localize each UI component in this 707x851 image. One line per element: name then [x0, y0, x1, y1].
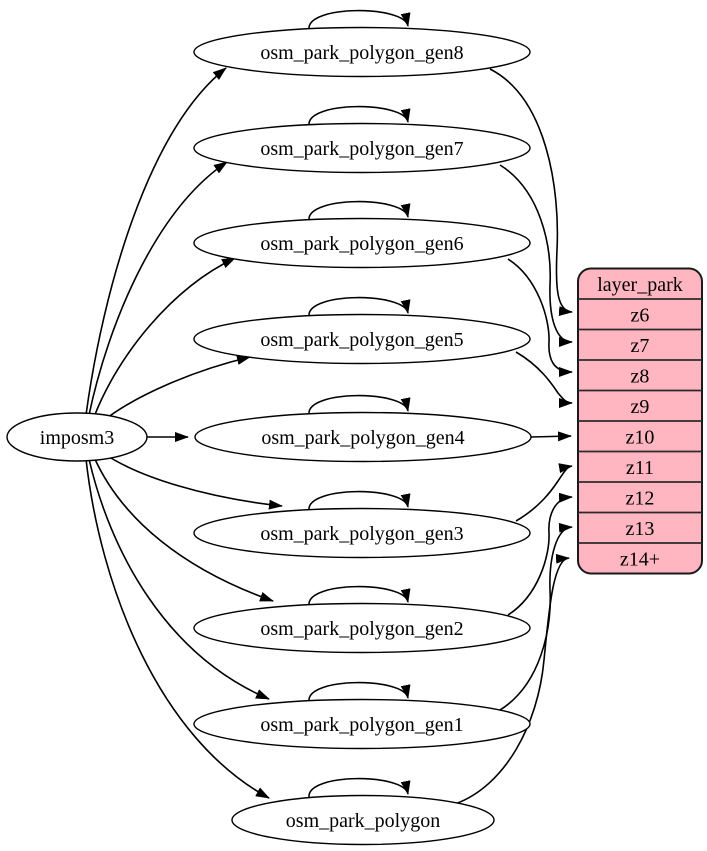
gen1-label: osm_park_polygon_gen1 [260, 714, 463, 736]
edge-gen6-z8 [507, 258, 573, 377]
self-loop-gen4 [308, 394, 411, 415]
gen1-ellipse [193, 698, 531, 750]
gen7-label: osm_park_polygon_gen7 [260, 138, 463, 160]
layer-row-z10: z10 [626, 427, 655, 449]
edge-gen3-z11 [515, 463, 573, 522]
edge-imposm3-gen3 [102, 452, 283, 510]
edge-imposm3-gen2 [93, 456, 274, 602]
self-loop-gen6 [308, 200, 411, 221]
layer-row-z7: z7 [631, 335, 650, 357]
layer-row-z14: z14+ [620, 549, 660, 571]
self-loop-gen2 [308, 585, 411, 606]
self-loops [308, 9, 411, 798]
gen6-ellipse [193, 217, 531, 269]
edges-to-layer [454, 68, 573, 805]
layer-row-z6: z6 [631, 305, 650, 327]
node-osm-park-polygon-gen2: osm_park_polygon_gen2 [193, 602, 531, 654]
edge-polygon-z14 [454, 553, 570, 805]
gen3-label: osm_park_polygon_gen3 [260, 523, 463, 545]
gen2-ellipse [193, 602, 531, 654]
gen8-ellipse [193, 26, 531, 78]
edge-gen8-z6 [489, 68, 573, 317]
imposm3-label: imposm3 [40, 427, 114, 449]
self-loop-gen7 [308, 105, 411, 126]
self-loop-gen1 [308, 681, 411, 702]
gen7-ellipse [193, 122, 531, 174]
node-osm-park-polygon-gen4: osm_park_polygon_gen4 [194, 411, 532, 463]
gen8-label: osm_park_polygon_gen8 [260, 42, 463, 64]
layer-row-z8: z8 [631, 366, 650, 388]
layer-table-header: layer_park [597, 274, 683, 296]
gen3-ellipse [193, 507, 531, 559]
self-loop-gen3 [308, 490, 411, 511]
node-imposm3: imposm3 [6, 412, 148, 462]
self-loop-polygon [308, 777, 411, 798]
node-osm-park-polygon-gen7: osm_park_polygon_gen7 [193, 122, 531, 174]
node-osm-park-polygon-gen8: osm_park_polygon_gen8 [193, 26, 531, 78]
edge-gen1-z13 [499, 522, 573, 711]
layer-row-z12: z12 [626, 488, 655, 510]
node-osm-park-polygon-gen5: osm_park_polygon_gen5 [193, 313, 531, 365]
node-osm-park-polygon-gen3: osm_park_polygon_gen3 [193, 507, 531, 559]
edge-gen2-z12 [507, 492, 573, 616]
edge-gen5-z9 [515, 351, 573, 408]
edge-imposm3-gen5 [102, 355, 251, 422]
edge-imposm3-gen8 [85, 67, 227, 416]
layer-park-table: layer_park z6 z7 z8 z9 z10 z11 z12 z13 z… [577, 267, 703, 575]
self-loop-gen8 [308, 9, 411, 30]
node-osm-park-polygon-gen1: osm_park_polygon_gen1 [193, 698, 531, 750]
gen6-label: osm_park_polygon_gen6 [260, 233, 463, 255]
polygon-label: osm_park_polygon [286, 810, 440, 832]
gen2-label: osm_park_polygon_gen2 [260, 618, 463, 640]
edge-imposm3-polygon [85, 458, 270, 799]
node-osm-park-polygon-gen6: osm_park_polygon_gen6 [193, 217, 531, 269]
node-osm-park-polygon: osm_park_polygon [231, 794, 495, 846]
edges-from-source [85, 67, 283, 799]
layer-row-z9: z9 [631, 396, 650, 418]
gen4-ellipse [194, 411, 532, 463]
edge-gen4-z10 [530, 431, 572, 442]
edge-gen7-z7 [499, 164, 573, 347]
imposm3-ellipse [6, 412, 148, 462]
edge-imposm3-gen7 [88, 161, 228, 416]
self-loop-gen5 [308, 296, 411, 317]
edge-imposm3-gen6 [93, 257, 236, 418]
gen5-label: osm_park_polygon_gen5 [260, 329, 463, 351]
layer-row-z11: z11 [626, 457, 654, 479]
gen4-label: osm_park_polygon_gen4 [261, 427, 464, 449]
layer-row-z13: z13 [626, 518, 655, 540]
edge-imposm3-gen1 [88, 458, 270, 700]
gen5-ellipse [193, 313, 531, 365]
polygon-ellipse [231, 794, 495, 846]
